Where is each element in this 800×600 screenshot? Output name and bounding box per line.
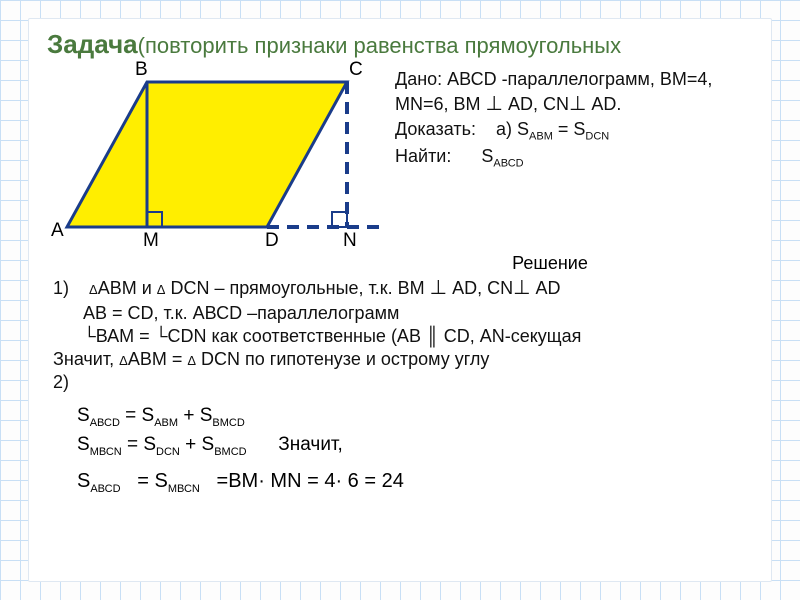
geometry-figure: A В С D М N [47, 62, 387, 257]
sol-line3: ВАМ = СDN как соответственные (АВ СD, АN… [53, 325, 753, 348]
figure-svg [47, 62, 387, 257]
slide-content: Задача(повторить признаки равенства прям… [28, 18, 772, 582]
solution-block: 1) АВМ и DСN – прямоугольные, т.к. ВМ АD… [47, 276, 753, 394]
parallel-icon [426, 326, 439, 346]
formula2: SМВСN = SDCN + SВМСD Значит, [77, 431, 753, 460]
formula1: SАВСD = SАВМ + SВМСD [77, 402, 753, 431]
perp-icon [430, 278, 447, 298]
sol-line1: 1) АВМ и DСN – прямоугольные, т.к. ВМ АD… [53, 276, 753, 302]
given-block: Дано: АВСD -параллелограмм, ВМ=4, МN=6, … [395, 62, 712, 172]
formula-final: SАВСD = SМВСN =BM· МN = 4· 6 = 24 [77, 466, 753, 498]
given-line1: Дано: АВСD -параллелограмм, ВМ=4, [395, 68, 712, 91]
right-angle-n [332, 212, 347, 227]
sol-line2: АВ = СD, т.к. АВСD –параллелограмм [53, 302, 753, 325]
perp-icon [486, 94, 503, 114]
sol-line5: 2) [53, 371, 753, 394]
sol-line4: Значит, АВМ = DСN по гипотенузе и остром… [53, 348, 753, 371]
label-d: D [265, 230, 279, 252]
title-main: Задача [47, 29, 138, 59]
label-c: С [349, 59, 363, 81]
label-n: N [343, 230, 357, 252]
label-a: A [51, 220, 64, 242]
formula-block: SАВСD = SАВМ + SВМСD SМВСN = SDCN + SВМС… [47, 402, 753, 498]
solution-label: Решение [347, 253, 753, 274]
delta-icon [119, 349, 128, 369]
prove-line: Доказать: а) SАВМ = SDCN [395, 118, 712, 144]
given-line2: МN=6, ВМ АD, СN АD. [395, 92, 712, 117]
parallelogram [67, 82, 347, 227]
angle-icon [155, 326, 168, 346]
delta-icon [187, 349, 196, 369]
label-m: М [143, 230, 159, 252]
perp-icon [513, 278, 530, 298]
find-line: Найти: SАВСD [395, 145, 712, 171]
title: Задача(повторить признаки равенства прям… [47, 29, 753, 60]
angle-icon [83, 326, 96, 346]
label-b: В [135, 59, 148, 81]
delta-icon [89, 278, 98, 298]
perp-icon [569, 94, 586, 114]
title-sub: (повторить признаки равенства прямоуголь… [138, 33, 622, 58]
top-row: A В С D М N Дано: АВСD -параллелограмм, … [47, 62, 753, 257]
